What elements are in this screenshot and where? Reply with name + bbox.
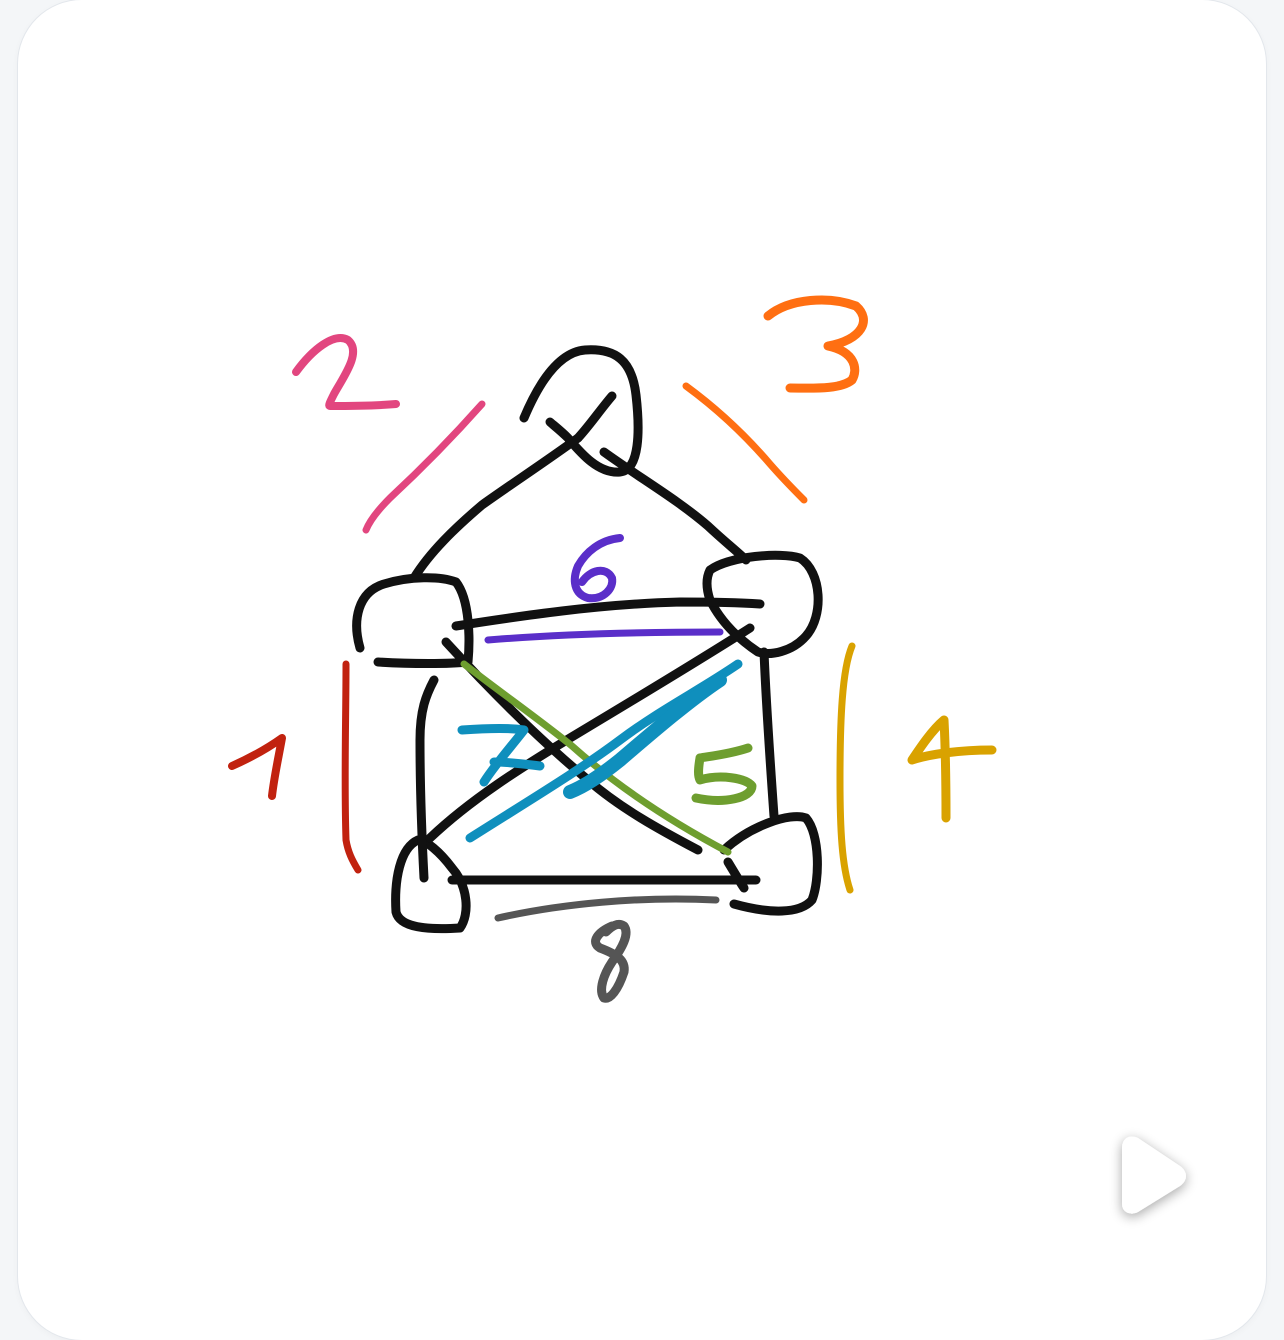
roof-left-edge <box>409 433 583 583</box>
edge-3-marker <box>682 382 808 504</box>
right-vertical-edge <box>759 647 779 821</box>
top-left-node <box>352 573 474 668</box>
label-1: 1 <box>258 725 303 807</box>
bottom-right-node <box>719 812 822 916</box>
house-outline <box>352 345 823 934</box>
left-vertical-edge <box>415 675 439 883</box>
label-4: 4 <box>920 732 977 837</box>
label-2: 2 <box>330 335 375 417</box>
edge-1-marker <box>341 660 362 874</box>
house-diagram: 1 2 3 4 5 6 7 8 <box>228 295 997 1019</box>
label-5-glyph <box>691 743 757 805</box>
label-8-glyph <box>591 919 631 1003</box>
label-6: 6 <box>575 545 613 615</box>
label-6-glyph <box>570 534 624 603</box>
label-3-glyph <box>763 295 868 393</box>
edge-4-marker <box>836 642 856 894</box>
play-button[interactable] <box>1080 1110 1210 1240</box>
label-5: 5 <box>700 745 738 815</box>
label-1-glyph <box>228 734 286 800</box>
edge-2-marker <box>362 400 486 534</box>
label-2-glyph <box>292 334 400 410</box>
roof-right-edge <box>599 447 751 565</box>
edge-7-marker-thick <box>563 673 727 799</box>
bottom-right-tick <box>723 857 749 893</box>
top-node <box>519 345 643 477</box>
bottom-left-node <box>391 835 471 934</box>
label-7-glyph <box>457 724 545 787</box>
label-8: 8 <box>590 926 641 1019</box>
label-7: 7 <box>470 730 508 800</box>
top-horizontal-edge <box>451 597 765 631</box>
label-3: 3 <box>800 311 851 404</box>
label-4-glyph <box>907 715 997 823</box>
edge-6-marker <box>484 628 724 644</box>
top-node-cross <box>573 391 617 443</box>
edge-8-marker <box>494 895 720 922</box>
play-icon <box>1122 1136 1186 1214</box>
edge-5-marker <box>460 660 732 856</box>
diagonal-tr-bl <box>425 623 755 843</box>
drawing-canvas: 1 2 3 4 5 6 7 8 <box>18 0 1266 1340</box>
